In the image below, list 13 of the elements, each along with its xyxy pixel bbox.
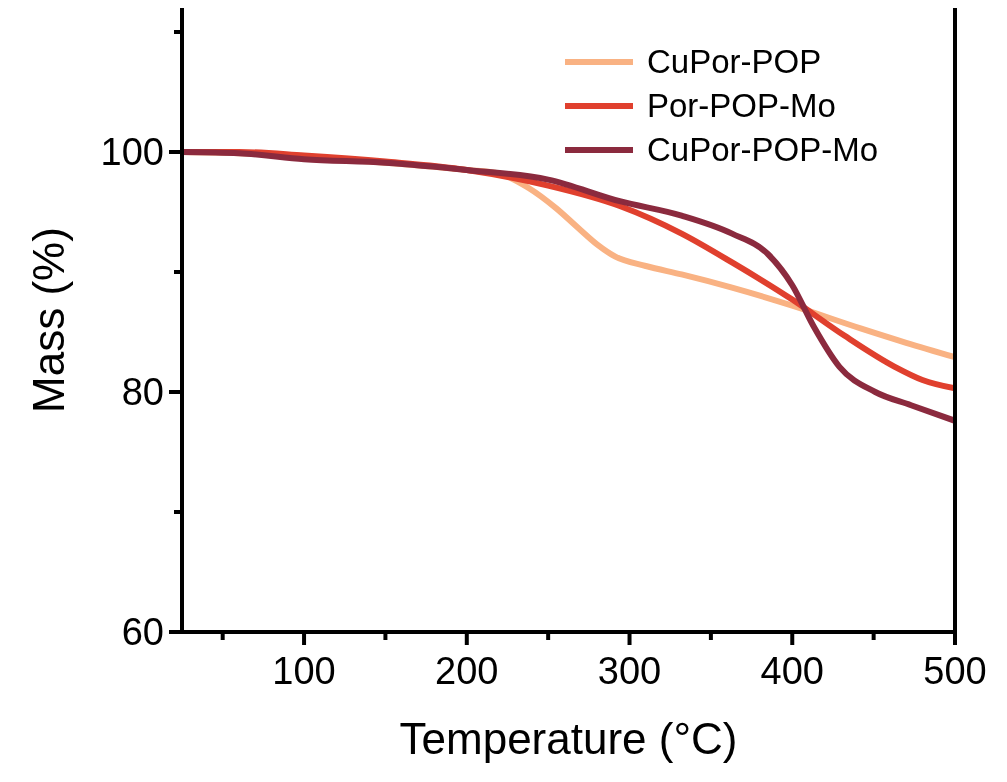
x-tick-label: 200 bbox=[435, 650, 499, 692]
x-tick-label: 400 bbox=[760, 650, 824, 692]
y-tick-label: 80 bbox=[121, 371, 164, 413]
y-axis-title: Mass (%) bbox=[24, 227, 73, 413]
y-tick-label: 100 bbox=[100, 131, 164, 173]
legend-label: Por-POP-Mo bbox=[647, 87, 836, 124]
x-tick-label: 100 bbox=[272, 650, 336, 692]
legend-label: CuPor-POP-Mo bbox=[647, 131, 879, 168]
x-tick-label: 300 bbox=[597, 650, 662, 692]
x-axis-title: Temperature (°C) bbox=[399, 714, 738, 763]
x-tick-label: 500 bbox=[923, 650, 987, 692]
y-tick-label: 60 bbox=[121, 611, 164, 653]
legend-label: CuPor-POP bbox=[647, 43, 822, 80]
